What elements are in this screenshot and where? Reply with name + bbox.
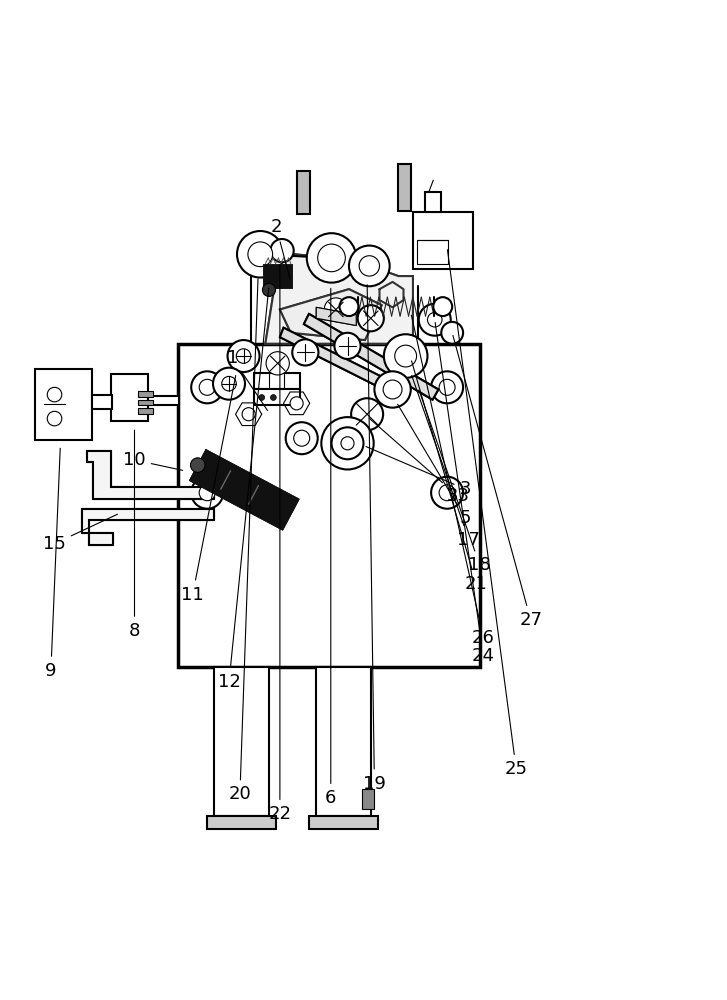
Circle shape — [427, 312, 442, 327]
Bar — [425, 192, 441, 212]
Bar — [398, 164, 411, 211]
Circle shape — [340, 297, 358, 316]
Circle shape — [190, 458, 205, 472]
Circle shape — [351, 398, 383, 430]
Circle shape — [359, 256, 379, 276]
Circle shape — [358, 305, 384, 331]
Bar — [35, 369, 92, 440]
Text: 20: 20 — [228, 279, 258, 803]
Circle shape — [290, 397, 303, 410]
Polygon shape — [280, 289, 382, 340]
Circle shape — [395, 345, 417, 367]
Polygon shape — [265, 253, 413, 344]
Circle shape — [236, 349, 251, 363]
Text: 21: 21 — [411, 361, 488, 593]
Circle shape — [191, 371, 223, 403]
Circle shape — [383, 380, 402, 399]
Text: 25: 25 — [448, 250, 528, 778]
Circle shape — [334, 333, 361, 359]
Bar — [111, 374, 148, 421]
Text: 10: 10 — [123, 451, 182, 470]
Circle shape — [47, 411, 62, 426]
Polygon shape — [190, 450, 299, 530]
Bar — [417, 240, 448, 264]
Text: 17: 17 — [411, 375, 481, 549]
Bar — [92, 395, 112, 409]
Circle shape — [433, 297, 452, 316]
Circle shape — [374, 371, 411, 408]
Bar — [148, 396, 179, 405]
Circle shape — [242, 408, 255, 421]
Circle shape — [431, 477, 463, 509]
Circle shape — [47, 387, 62, 402]
Circle shape — [248, 242, 273, 267]
Text: 11: 11 — [181, 375, 236, 604]
Circle shape — [286, 422, 318, 454]
Text: 6: 6 — [325, 288, 337, 807]
Circle shape — [199, 379, 215, 395]
Text: 18: 18 — [419, 390, 491, 574]
Circle shape — [349, 246, 390, 286]
Circle shape — [384, 334, 427, 378]
Text: 9: 9 — [45, 448, 60, 680]
Circle shape — [213, 368, 245, 400]
Polygon shape — [82, 509, 214, 545]
Circle shape — [419, 304, 451, 336]
Circle shape — [439, 485, 455, 501]
Text: 22: 22 — [268, 264, 292, 823]
Circle shape — [321, 417, 374, 469]
Circle shape — [228, 340, 260, 372]
Bar — [207, 816, 276, 829]
Circle shape — [199, 485, 215, 501]
Text: 19: 19 — [363, 285, 386, 793]
Circle shape — [439, 379, 455, 395]
Circle shape — [266, 352, 289, 375]
Text: 15: 15 — [43, 514, 118, 553]
Text: 2: 2 — [270, 218, 290, 279]
Bar — [214, 667, 269, 816]
Circle shape — [270, 395, 276, 400]
Text: 26: 26 — [411, 315, 495, 647]
Bar — [362, 789, 374, 809]
Polygon shape — [280, 328, 384, 387]
Bar — [413, 212, 473, 269]
Circle shape — [259, 395, 265, 400]
Bar — [138, 408, 153, 414]
Polygon shape — [263, 264, 292, 288]
Text: 12: 12 — [217, 288, 269, 691]
Circle shape — [262, 283, 276, 296]
Bar — [138, 400, 153, 405]
Polygon shape — [87, 451, 214, 499]
Bar — [178, 344, 480, 667]
Circle shape — [292, 339, 318, 366]
Bar — [254, 389, 300, 405]
Bar — [316, 667, 371, 816]
Bar — [254, 373, 300, 389]
Text: 8: 8 — [129, 430, 140, 640]
Polygon shape — [316, 307, 356, 326]
Circle shape — [441, 322, 463, 344]
Bar — [297, 171, 310, 214]
Text: 24: 24 — [435, 322, 495, 665]
Circle shape — [237, 231, 284, 278]
Circle shape — [318, 244, 345, 272]
Bar — [138, 391, 153, 397]
Circle shape — [332, 427, 364, 459]
Text: 3: 3 — [366, 447, 471, 498]
Circle shape — [324, 298, 348, 321]
Circle shape — [307, 233, 356, 283]
Circle shape — [270, 239, 294, 262]
Text: 5: 5 — [398, 404, 471, 527]
Text: 1: 1 — [227, 349, 268, 410]
Text: 27: 27 — [453, 335, 542, 629]
Circle shape — [222, 376, 236, 391]
Circle shape — [294, 430, 310, 446]
Circle shape — [191, 477, 223, 509]
Text: 33: 33 — [369, 418, 470, 505]
Polygon shape — [304, 314, 438, 400]
Bar — [309, 816, 378, 829]
Circle shape — [431, 371, 463, 403]
Circle shape — [341, 437, 354, 450]
